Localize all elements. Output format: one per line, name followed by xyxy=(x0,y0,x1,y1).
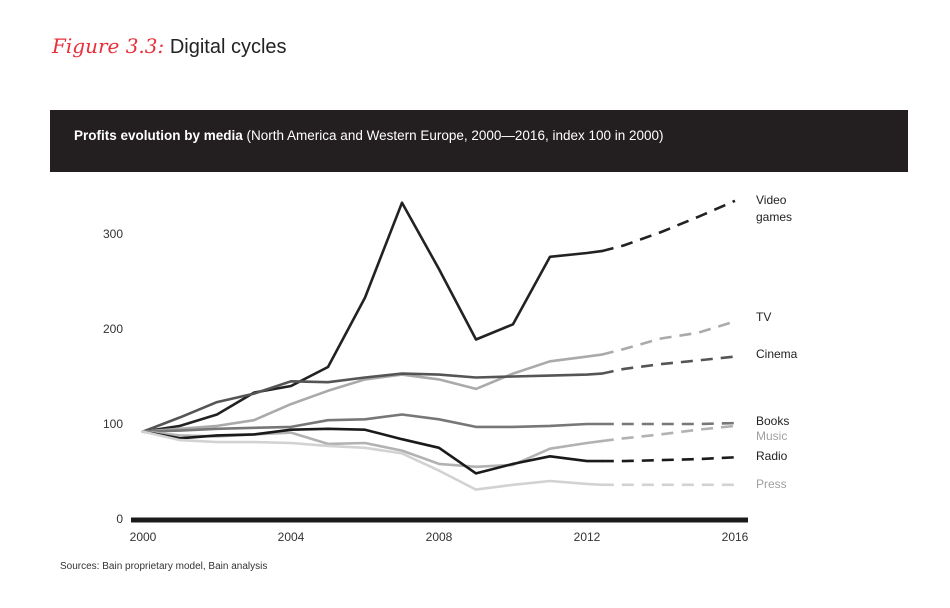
series-forecast-music xyxy=(601,424,736,443)
figure-name: Digital cycles xyxy=(169,36,287,58)
series-line-cinema xyxy=(141,372,604,433)
series-line-radio xyxy=(141,427,604,475)
chart-title-bold: Profits evolution by media xyxy=(74,128,243,143)
series-forecast-radio xyxy=(601,456,736,463)
series-label-video-games-1: games xyxy=(756,210,792,224)
figure-label: Figure 3.3: xyxy=(52,34,165,58)
series-forecast-cinema xyxy=(601,355,736,375)
source-note: Sources: Bain proprietary model, Bain an… xyxy=(60,561,268,572)
series-label-cinema: Cinema xyxy=(756,347,798,361)
y-tick-label-200: 200 xyxy=(103,322,123,336)
series-label-press: Press xyxy=(756,477,787,491)
series-label-books: Books xyxy=(756,414,789,428)
series-forecast-video-games xyxy=(601,199,736,253)
series-label-video-games: Video xyxy=(756,193,787,207)
y-tick-label-0: 0 xyxy=(116,512,123,526)
x-tick-label-2016: 2016 xyxy=(722,530,749,544)
series-forecast-tv xyxy=(601,320,736,356)
series-label-tv: TV xyxy=(756,310,771,324)
x-tick-label-2000: 2000 xyxy=(130,530,157,544)
series-line-tv xyxy=(141,353,604,433)
y-tick-label-100: 100 xyxy=(103,417,123,431)
chart-title: Profits evolution by media (North Americ… xyxy=(74,128,664,143)
y-tick-label-300: 300 xyxy=(103,227,123,241)
series-label-music: Music xyxy=(756,429,787,443)
series-line-books xyxy=(141,413,604,433)
series-line-video-games xyxy=(141,201,604,433)
series-line-press xyxy=(141,430,604,491)
series-label-radio: Radio xyxy=(756,449,788,463)
series-forecast-books xyxy=(601,421,736,426)
x-tick-label-2008: 2008 xyxy=(426,530,453,544)
chart-title-subtitle: (North America and Western Europe, 2000—… xyxy=(242,128,664,143)
chart-header-banner: Profits evolution by media (North Americ… xyxy=(50,110,908,172)
figure-title: Figure 3.3: Digital cycles xyxy=(52,34,287,59)
x-tick-label-2012: 2012 xyxy=(574,530,601,544)
x-tick-label-2004: 2004 xyxy=(278,530,305,544)
